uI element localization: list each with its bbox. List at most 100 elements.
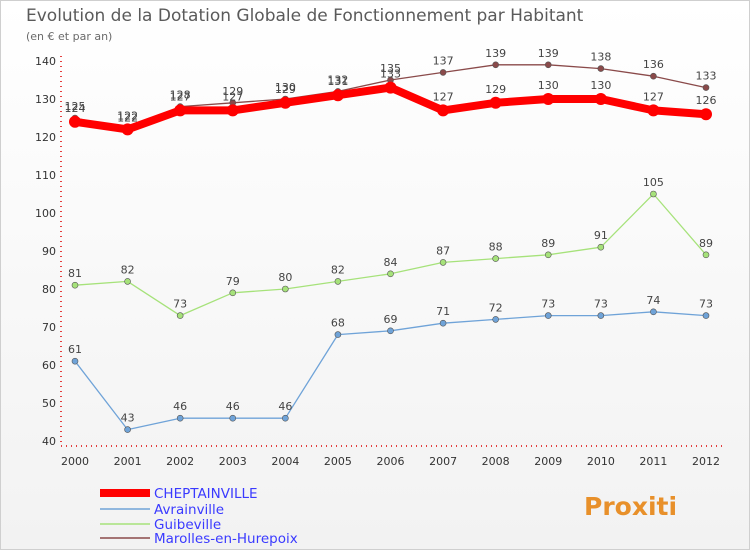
data-label: 89 xyxy=(699,237,713,250)
data-label: 71 xyxy=(436,305,450,318)
data-point xyxy=(334,331,342,338)
y-tick-label: 80 xyxy=(42,283,56,296)
data-point xyxy=(544,251,552,259)
y-tick-label: 70 xyxy=(42,321,56,334)
y-tick-label: 130 xyxy=(35,93,56,106)
data-label: 135 xyxy=(380,62,401,75)
data-label: 128 xyxy=(170,89,191,102)
data-label: 46 xyxy=(173,400,187,413)
data-label: 43 xyxy=(121,412,135,425)
data-label: 73 xyxy=(699,298,713,311)
x-tick-label: 2002 xyxy=(166,455,194,468)
legend-label: Guibeville xyxy=(154,517,221,533)
data-label: 61 xyxy=(68,343,82,356)
data-point xyxy=(597,65,605,72)
data-point xyxy=(597,312,605,319)
data-label: 122 xyxy=(117,109,138,122)
x-tick-label: 2001 xyxy=(114,455,142,468)
data-point xyxy=(229,414,237,422)
data-point xyxy=(594,93,607,105)
data-label: 126 xyxy=(696,94,717,107)
data-label: 80 xyxy=(278,271,292,284)
data-point xyxy=(702,251,710,259)
data-point xyxy=(650,190,657,198)
data-label: 68 xyxy=(331,317,345,330)
legend-label: Avrainville xyxy=(154,502,224,518)
data-point xyxy=(282,285,289,293)
data-point xyxy=(279,96,292,109)
data-point xyxy=(544,61,552,69)
data-point xyxy=(492,61,499,69)
data-point xyxy=(384,81,397,94)
x-tick-label: 2004 xyxy=(271,455,299,468)
proxiti-logo: Proxiti xyxy=(584,492,677,521)
data-label: 88 xyxy=(489,241,503,254)
data-point xyxy=(176,414,184,422)
data-label: 132 xyxy=(327,73,348,86)
data-point xyxy=(174,104,187,117)
x-tick-label: 2000 xyxy=(61,455,89,468)
data-label: 129 xyxy=(275,83,296,96)
data-point xyxy=(71,281,79,289)
data-label: 139 xyxy=(538,47,559,60)
y-tick-label: 40 xyxy=(42,435,56,448)
data-label: 79 xyxy=(226,275,240,288)
y-tick-label: 120 xyxy=(35,131,56,144)
x-tick-label: 2011 xyxy=(639,455,667,468)
y-tick-label: 90 xyxy=(42,245,56,258)
data-point xyxy=(437,104,450,117)
data-label: 131 xyxy=(327,75,348,88)
data-point xyxy=(439,69,447,76)
data-label: 73 xyxy=(594,298,608,311)
data-point xyxy=(176,312,184,319)
x-tick-label: 2006 xyxy=(377,455,405,468)
data-point xyxy=(492,316,499,323)
data-label: 130 xyxy=(590,79,611,92)
data-label: 46 xyxy=(226,400,240,413)
y-tick-label: 60 xyxy=(42,359,56,372)
x-tick-label: 2008 xyxy=(482,455,510,468)
data-label: 72 xyxy=(489,301,503,314)
data-label: 82 xyxy=(121,263,135,276)
data-label: 124 xyxy=(65,102,86,115)
data-point xyxy=(69,115,81,128)
y-tick-label: 50 xyxy=(42,397,56,410)
data-label: 127 xyxy=(643,90,664,103)
data-point xyxy=(124,426,131,433)
data-label: 127 xyxy=(222,90,243,103)
data-point xyxy=(489,96,502,109)
logo-text: Proxiti xyxy=(584,492,677,521)
legend-label: CHEPTAINVILLE xyxy=(154,486,258,502)
data-label: 81 xyxy=(68,267,82,280)
data-point xyxy=(700,108,712,121)
data-point xyxy=(439,259,447,266)
data-labels-layer: 61 43 46 46 46 68 69 71 72 73 73 74 73 81 82 73 79 80 82 84… xyxy=(65,47,717,425)
data-label: 125 xyxy=(65,100,86,113)
chart-subtitle: (en € et par an) xyxy=(26,30,112,43)
data-label: 73 xyxy=(173,298,187,311)
y-tick-label: 110 xyxy=(35,169,56,182)
x-tick-label: 2012 xyxy=(692,455,720,468)
data-point xyxy=(71,357,79,365)
data-label: 87 xyxy=(436,244,450,257)
data-point xyxy=(650,308,657,316)
legend-label: Marolles-en-Hurepoix xyxy=(154,531,298,547)
legend: CHEPTAINVILLEAvrainvilleGuibevilleMaroll… xyxy=(100,486,298,547)
data-point xyxy=(597,243,605,251)
data-label: 82 xyxy=(331,263,345,276)
data-point xyxy=(439,319,447,327)
data-label: 136 xyxy=(643,58,664,71)
data-point xyxy=(544,312,552,319)
data-label: 73 xyxy=(541,298,555,311)
data-label: 133 xyxy=(380,68,401,81)
data-point xyxy=(226,104,239,117)
data-label: 46 xyxy=(278,400,292,413)
data-point xyxy=(647,104,660,117)
data-point xyxy=(124,278,131,285)
data-point xyxy=(229,289,237,297)
data-label: 84 xyxy=(384,256,398,269)
x-tick-label: 2009 xyxy=(534,455,562,468)
data-label: 105 xyxy=(643,176,664,189)
data-label: 127 xyxy=(170,90,191,103)
